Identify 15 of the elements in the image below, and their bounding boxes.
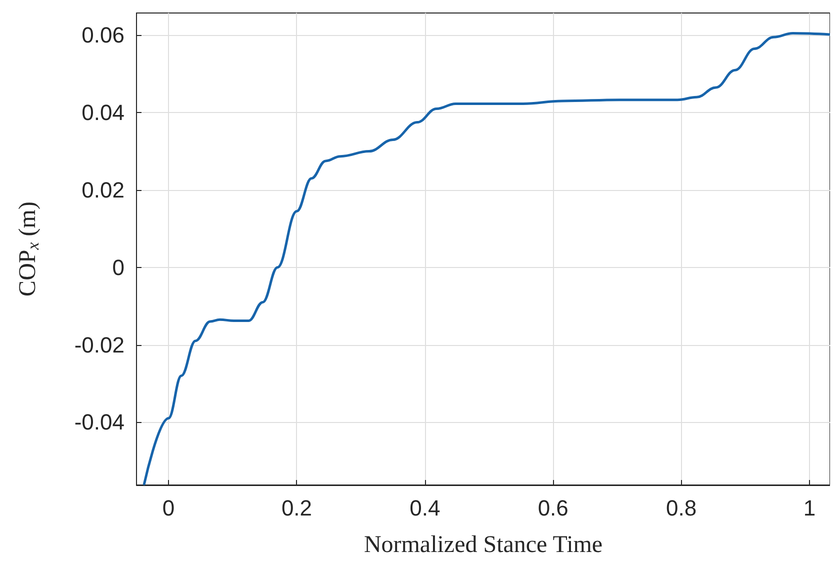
x-tick-label: 1 bbox=[803, 496, 816, 520]
y-tick-label: -0.04 bbox=[74, 410, 124, 435]
x-tick-label: 0.4 bbox=[410, 496, 440, 520]
x-tick-label: 0 bbox=[162, 496, 175, 520]
x-tick-label: 0.6 bbox=[538, 496, 568, 520]
x-axis-title: Normalized Stance Time bbox=[364, 532, 603, 558]
line-series bbox=[142, 32, 830, 486]
x-tick-label: 0.2 bbox=[281, 496, 312, 520]
y-axis-title: COPx (m) bbox=[15, 202, 42, 296]
y-tick-label: 0.02 bbox=[82, 178, 124, 202]
x-tick-label: 0.8 bbox=[666, 496, 697, 520]
y-tick-label: 0.04 bbox=[82, 100, 124, 126]
y-tick-label: 0 bbox=[112, 254, 124, 280]
y-tick-label: 0.06 bbox=[82, 22, 124, 48]
y-tick-label: -0.02 bbox=[74, 332, 124, 358]
